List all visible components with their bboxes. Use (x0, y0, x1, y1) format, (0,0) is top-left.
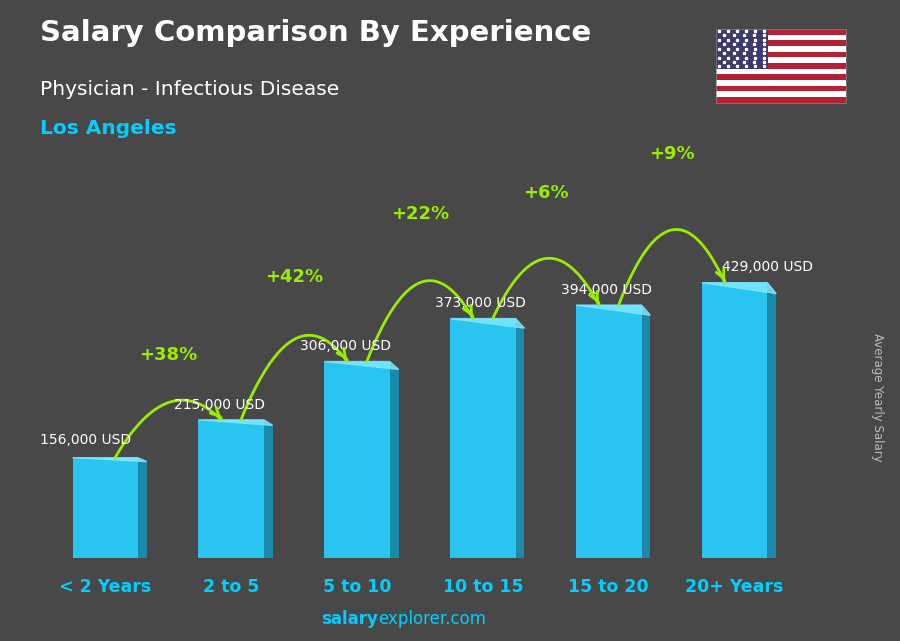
Polygon shape (73, 458, 147, 462)
Polygon shape (324, 362, 399, 369)
Text: 215,000 USD: 215,000 USD (175, 397, 266, 412)
Text: 2 to 5: 2 to 5 (202, 578, 259, 595)
Text: 373,000 USD: 373,000 USD (435, 296, 526, 310)
Bar (642, 315, 651, 558)
Text: Physician - Infectious Disease: Physician - Infectious Disease (40, 80, 340, 99)
Text: < 2 Years: < 2 Years (59, 578, 151, 595)
Bar (324, 362, 390, 558)
Bar (768, 294, 776, 558)
Polygon shape (198, 420, 273, 426)
Bar (390, 369, 399, 558)
Text: +9%: +9% (649, 146, 695, 163)
Bar (716, 74, 846, 80)
Bar (716, 85, 846, 91)
Bar (138, 462, 147, 558)
Bar (716, 46, 846, 51)
Text: +42%: +42% (265, 267, 323, 285)
Bar (716, 29, 768, 69)
Text: 306,000 USD: 306,000 USD (301, 339, 392, 353)
Bar (450, 319, 516, 558)
Text: Salary Comparison By Experience: Salary Comparison By Experience (40, 19, 592, 47)
Bar (73, 458, 138, 558)
Bar (716, 63, 846, 69)
Bar (264, 426, 273, 558)
Bar (716, 80, 846, 85)
Polygon shape (576, 305, 651, 315)
Text: 156,000 USD: 156,000 USD (40, 433, 130, 447)
Text: 429,000 USD: 429,000 USD (722, 260, 813, 274)
Text: +6%: +6% (523, 185, 569, 203)
Bar (702, 283, 768, 558)
Text: 20+ Years: 20+ Years (686, 578, 784, 595)
Text: +38%: +38% (140, 346, 197, 364)
Polygon shape (450, 319, 525, 328)
Text: salary: salary (321, 610, 378, 628)
Bar (716, 29, 846, 35)
Bar (716, 57, 846, 63)
Bar (716, 51, 846, 57)
Text: +22%: +22% (391, 204, 449, 222)
Bar (198, 420, 264, 558)
Text: explorer.com: explorer.com (378, 610, 486, 628)
Text: 10 to 15: 10 to 15 (443, 578, 523, 595)
Text: 394,000 USD: 394,000 USD (561, 283, 652, 297)
Text: 15 to 20: 15 to 20 (569, 578, 649, 595)
Bar (576, 305, 642, 558)
Bar (716, 97, 846, 103)
Bar (716, 40, 846, 46)
Bar (516, 328, 525, 558)
Text: 5 to 10: 5 to 10 (323, 578, 392, 595)
Bar (716, 35, 846, 40)
Bar (716, 69, 846, 74)
Polygon shape (702, 283, 776, 294)
Text: Average Yearly Salary: Average Yearly Salary (871, 333, 884, 462)
Text: Los Angeles: Los Angeles (40, 119, 177, 138)
Bar (716, 91, 846, 97)
